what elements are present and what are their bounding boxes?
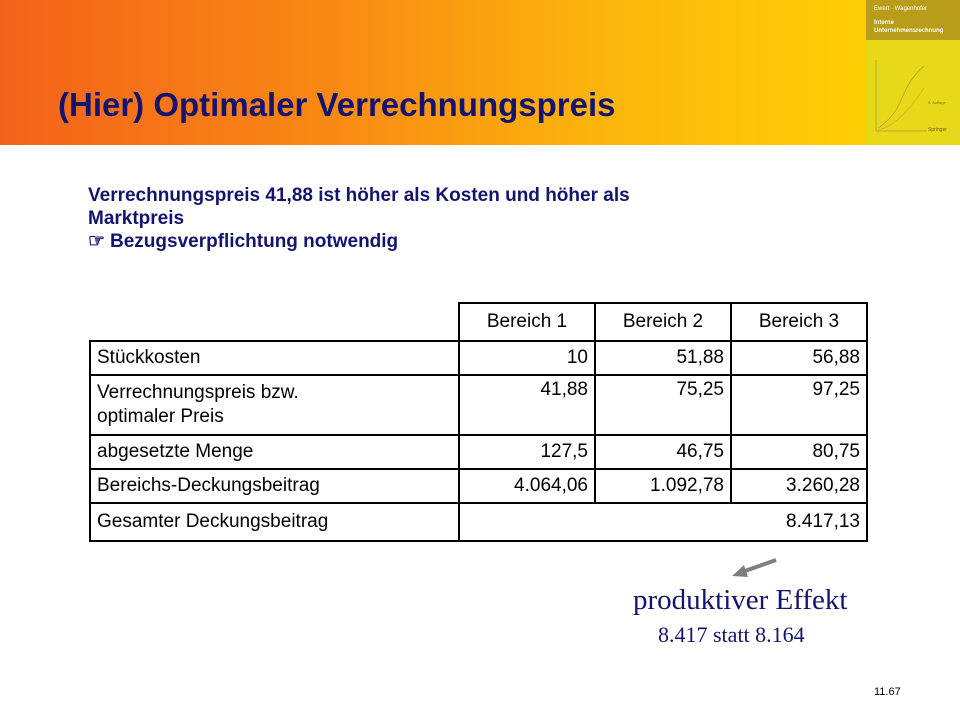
row-label: abgesetzte Menge: [89, 434, 460, 470]
header-banner: [0, 0, 960, 145]
row-label-line1: Verrechnungspreis bzw.: [97, 382, 299, 403]
table-cell: 51,88: [594, 340, 732, 376]
effect-label: produktiver Effekt: [633, 584, 848, 616]
arrow-icon: [732, 558, 777, 577]
header-bereich-2: Bereich 2: [594, 302, 732, 342]
slide-title: (Hier) Optimaler Verrechnungspreis: [58, 86, 616, 123]
row-label: Stückkosten: [89, 340, 460, 376]
row-label: Gesamter Deckungsbeitrag: [89, 502, 460, 542]
book-title-line1: Interne: [874, 20, 895, 26]
body-line-2: Marktpreis: [88, 208, 185, 229]
table-row: Bereichs-Deckungsbeitrag 4.064,06 1.092,…: [89, 468, 868, 504]
body-line-3-text: Bezugsverpflichtung notwendig: [110, 231, 399, 252]
book-cover-band: [866, 0, 960, 40]
body-line-3: ☞ Bezugsverpflichtung notwendig: [88, 230, 630, 253]
table-corner-cell: [90, 303, 460, 342]
table-total-row: Gesamter Deckungsbeitrag 8.417,13: [89, 502, 868, 542]
table-cell: 127,5: [458, 434, 596, 470]
table-row: abgesetzte Menge 127,5 46,75 80,75: [89, 434, 868, 470]
row-label: Verrechnungspreis bzw. optimaler Preis: [89, 374, 460, 436]
page-number: 11.67: [874, 686, 901, 698]
table-cell: 41,88: [458, 374, 596, 436]
table-row: Verrechnungspreis bzw. optimaler Preis 41…: [89, 374, 868, 436]
effect-comparison: 8.417 statt 8.164: [658, 622, 805, 647]
price-table: Bereich 1 Bereich 2 Bereich 3 Stückkoste…: [89, 302, 868, 542]
table-cell: 46,75: [594, 434, 732, 470]
book-cover-image: Ewert · Wagenhofer Interne Unternehmensr…: [866, 0, 960, 145]
table-cell: 80,75: [730, 434, 868, 470]
body-text: Verrechnungspreis 41,88 ist höher als Ko…: [88, 184, 630, 253]
header-bereich-3: Bereich 3: [730, 302, 868, 342]
row-label: Bereichs-Deckungsbeitrag: [89, 468, 460, 504]
body-line-1: Verrechnungspreis 41,88 ist höher als Ko…: [88, 185, 630, 206]
header-bereich-1: Bereich 1: [458, 302, 596, 342]
book-author: Ewert · Wagenhofer: [874, 6, 928, 12]
table-cell: 56,88: [730, 340, 868, 376]
book-cover-graph: [875, 60, 927, 132]
row-label-line2: optimaler Preis: [97, 406, 224, 427]
pointing-hand-icon: ☞: [88, 231, 106, 252]
book-publisher: Springer: [928, 127, 947, 133]
table-header-row: Bereich 1 Bereich 2 Bereich 3: [90, 302, 868, 342]
table-cell: 75,25: [594, 374, 732, 436]
table-cell: 3.260,28: [730, 468, 868, 504]
table-cell: 10: [458, 340, 596, 376]
total-cell: 8.417,13: [458, 502, 868, 542]
book-title-line2: Unternehmensrechnung: [874, 28, 944, 34]
table-cell: 4.064,06: [458, 468, 596, 504]
table-cell: 97,25: [730, 374, 868, 436]
table-cell: 1.092,78: [594, 468, 732, 504]
book-edition: 6. Auflage: [928, 100, 946, 105]
table-row: Stückkosten 10 51,88 56,88: [89, 340, 868, 376]
